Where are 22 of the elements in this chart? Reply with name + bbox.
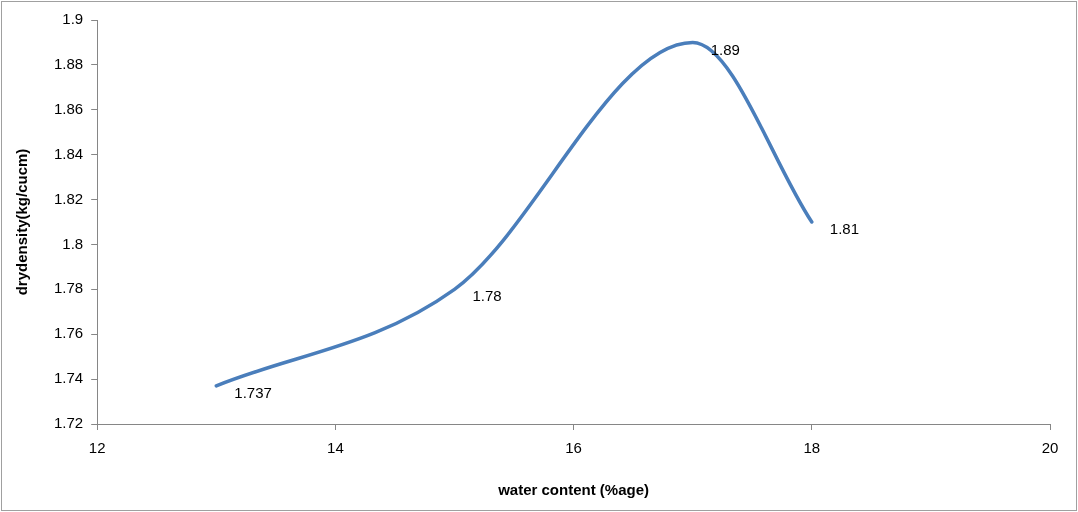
x-tick-label: 12 (88, 439, 106, 457)
y-tick-label: 1.76 (53, 324, 84, 342)
x-tick-label: 14 (327, 439, 344, 457)
y-axis-title: drydensity(kg/cucm) (13, 148, 31, 296)
y-tick-label: 1.78 (53, 279, 84, 297)
y-tick-label: 1.9 (62, 10, 84, 28)
data-label: 1.737 (234, 383, 272, 401)
x-tick-label: 20 (1041, 439, 1059, 457)
data-label: 1.81 (829, 220, 859, 238)
y-tick-label: 1.84 (53, 144, 84, 162)
x-tick-label: 18 (803, 439, 821, 457)
line-series (214, 40, 814, 388)
y-tick-label: 1.88 (53, 55, 84, 73)
y-tick-label: 1.8 (62, 234, 84, 252)
y-tick-label: 1.82 (53, 189, 84, 207)
y-tick-label: 1.74 (53, 369, 84, 387)
data-label: 1.78 (472, 287, 502, 305)
y-tick-label: 1.86 (53, 99, 84, 117)
y-tick-label: 1.72 (53, 414, 84, 432)
data-label: 1.89 (710, 40, 740, 58)
x-tick-label: 16 (565, 439, 582, 457)
x-axis-title: water content (%age) (497, 481, 650, 499)
